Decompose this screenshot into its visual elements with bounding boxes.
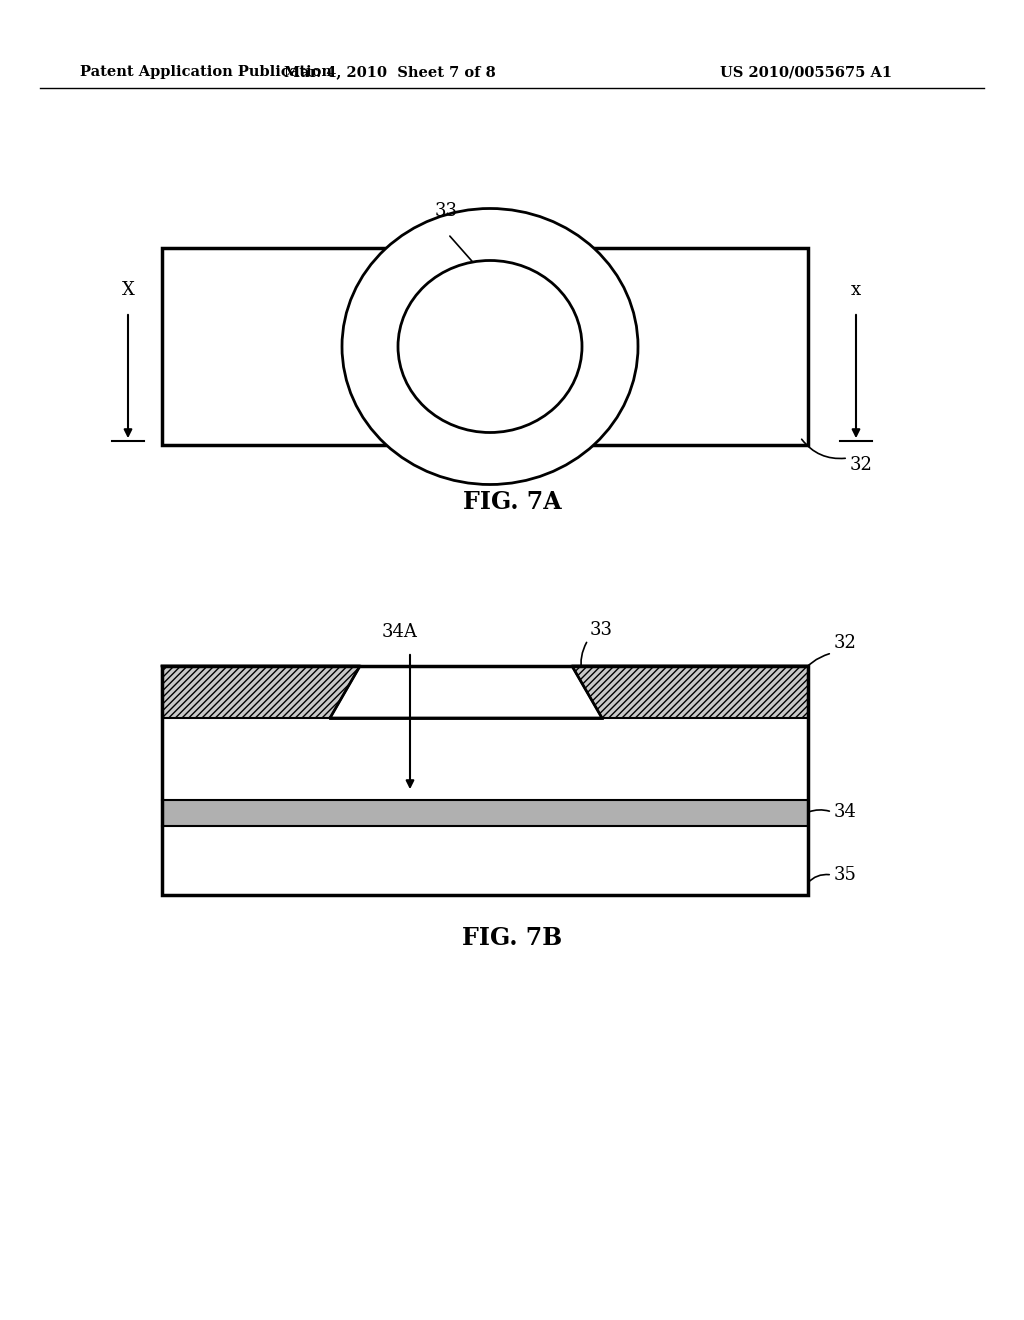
Text: 32: 32	[850, 455, 872, 474]
Text: 34: 34	[834, 803, 857, 821]
Text: FIG. 7A: FIG. 7A	[463, 490, 561, 513]
Text: 34A: 34A	[382, 623, 418, 642]
Text: US 2010/0055675 A1: US 2010/0055675 A1	[720, 65, 892, 79]
Ellipse shape	[398, 260, 582, 433]
Ellipse shape	[342, 209, 638, 484]
Bar	[162, 248, 808, 445]
Text: X: X	[122, 281, 134, 300]
Bar	[162, 800, 808, 826]
Bar	[162, 667, 808, 895]
Text: 32: 32	[834, 634, 857, 652]
Text: Mar. 4, 2010  Sheet 7 of 8: Mar. 4, 2010 Sheet 7 of 8	[284, 65, 496, 79]
Text: 33: 33	[590, 620, 613, 639]
Bar	[162, 667, 808, 895]
Text: 35: 35	[834, 866, 857, 884]
Text: 33: 33	[434, 202, 458, 220]
Text: Patent Application Publication: Patent Application Publication	[80, 65, 332, 79]
Polygon shape	[162, 667, 360, 718]
Text: FIG. 7B: FIG. 7B	[462, 927, 562, 950]
Polygon shape	[572, 667, 808, 718]
Text: x: x	[851, 281, 861, 300]
